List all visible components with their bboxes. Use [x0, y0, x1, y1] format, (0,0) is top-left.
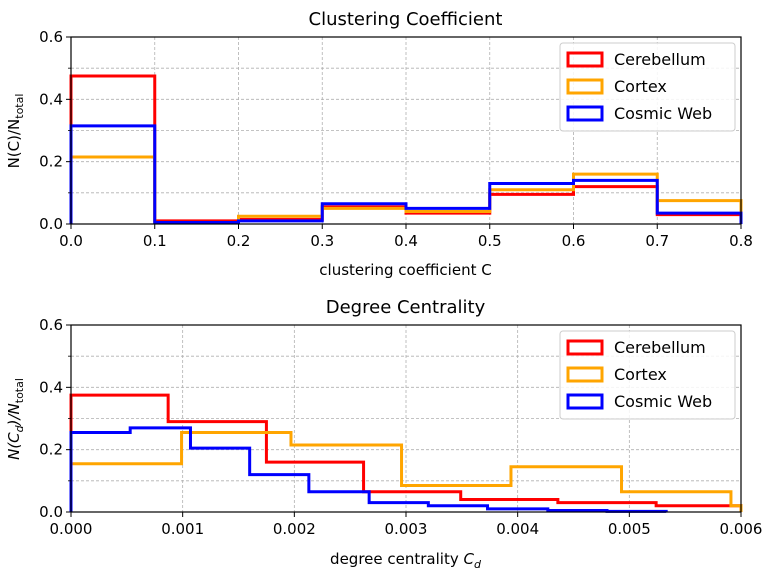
legend-degree: Cerebellum Cortex Cosmic Web: [559, 330, 736, 420]
y-axis-label-degree: N(Cd)/Ntotal: [5, 378, 26, 460]
y-tick-label: 0.0: [39, 215, 63, 233]
series-degree: [69, 393, 743, 513]
x-tick-label: 0.6: [562, 232, 586, 250]
x-tick-label: 0.8: [729, 232, 753, 250]
legend-swatch: [566, 51, 604, 68]
y-tick-label: 0.2: [39, 441, 63, 459]
y-tick-label: 0.4: [39, 378, 63, 396]
chart-title-degree: Degree Centrality: [326, 297, 486, 318]
legend-clustering: Cerebellum Cortex Cosmic Web: [559, 42, 736, 132]
x-tick-label: 0.0: [59, 232, 83, 250]
legend-swatch: [566, 366, 604, 383]
series-cerebellum-step: [69, 393, 743, 512]
y-axis-label-clustering: N(C)/Ntotal: [5, 94, 26, 169]
legend-box: [559, 330, 736, 420]
series-cosmic-web-step: [69, 426, 668, 513]
y-tick-label: 0.6: [39, 316, 63, 334]
x-axis-label-degree: degree centrality Cd: [330, 550, 482, 571]
ticks-degree: 0.000 0.001 0.002 0.003 0.004 0.005 0.006 0.0 0.…: [39, 316, 762, 538]
series-cosmic-web-step: [69, 124, 743, 224]
legend-label: Cerebellum: [614, 50, 706, 69]
panel-clustering: Clustering Coefficient 0.0 0.1 0.2 0.3 0.4 0.…: [5, 9, 753, 279]
y-tick-label: 0.4: [39, 90, 63, 108]
x-axis-label-clustering: clustering coefficient C: [319, 261, 491, 279]
x-tick-label: 0.004: [496, 520, 539, 538]
x-tick-label: 0.002: [273, 520, 316, 538]
x-tick-label: 0.5: [478, 232, 502, 250]
panel-degree: Degree Centrality 0.000 0.001 0.002 0.003 0.…: [5, 297, 762, 571]
legend-label: Cortex: [614, 365, 667, 384]
x-tick-label: 0.005: [608, 520, 651, 538]
x-tick-label: 0.2: [227, 232, 251, 250]
legend-label: Cerebellum: [614, 338, 706, 357]
y-tick-label: 0.0: [39, 503, 63, 521]
x-tick-label: 0.3: [310, 232, 334, 250]
x-tick-label: 0.1: [143, 232, 167, 250]
series-clustering: [69, 74, 743, 224]
legend-label: Cosmic Web: [614, 392, 712, 411]
ticks-clustering: 0.0 0.1 0.2 0.3 0.4 0.5 0.6 0.7 0.8 0.0 0.2 0.4 0.6: [39, 28, 753, 250]
x-tick-label: 0.003: [385, 520, 428, 538]
x-tick-label: 0.7: [645, 232, 669, 250]
series-cortex-step: [69, 431, 743, 512]
legend-swatch: [566, 105, 604, 122]
legend-box: [559, 42, 736, 132]
x-tick-label: 0.4: [394, 232, 418, 250]
x-tick-label: 0.000: [50, 520, 93, 538]
legend-swatch: [566, 393, 604, 410]
x-tick-label: 0.001: [161, 520, 204, 538]
legend-swatch: [566, 339, 604, 356]
legend-label: Cosmic Web: [614, 104, 712, 123]
legend-label: Cortex: [614, 77, 667, 96]
x-tick-label: 0.006: [720, 520, 763, 538]
chart-title-clustering: Clustering Coefficient: [309, 9, 503, 30]
y-tick-label: 0.6: [39, 28, 63, 46]
y-tick-label: 0.2: [39, 153, 63, 171]
legend-swatch: [566, 78, 604, 95]
